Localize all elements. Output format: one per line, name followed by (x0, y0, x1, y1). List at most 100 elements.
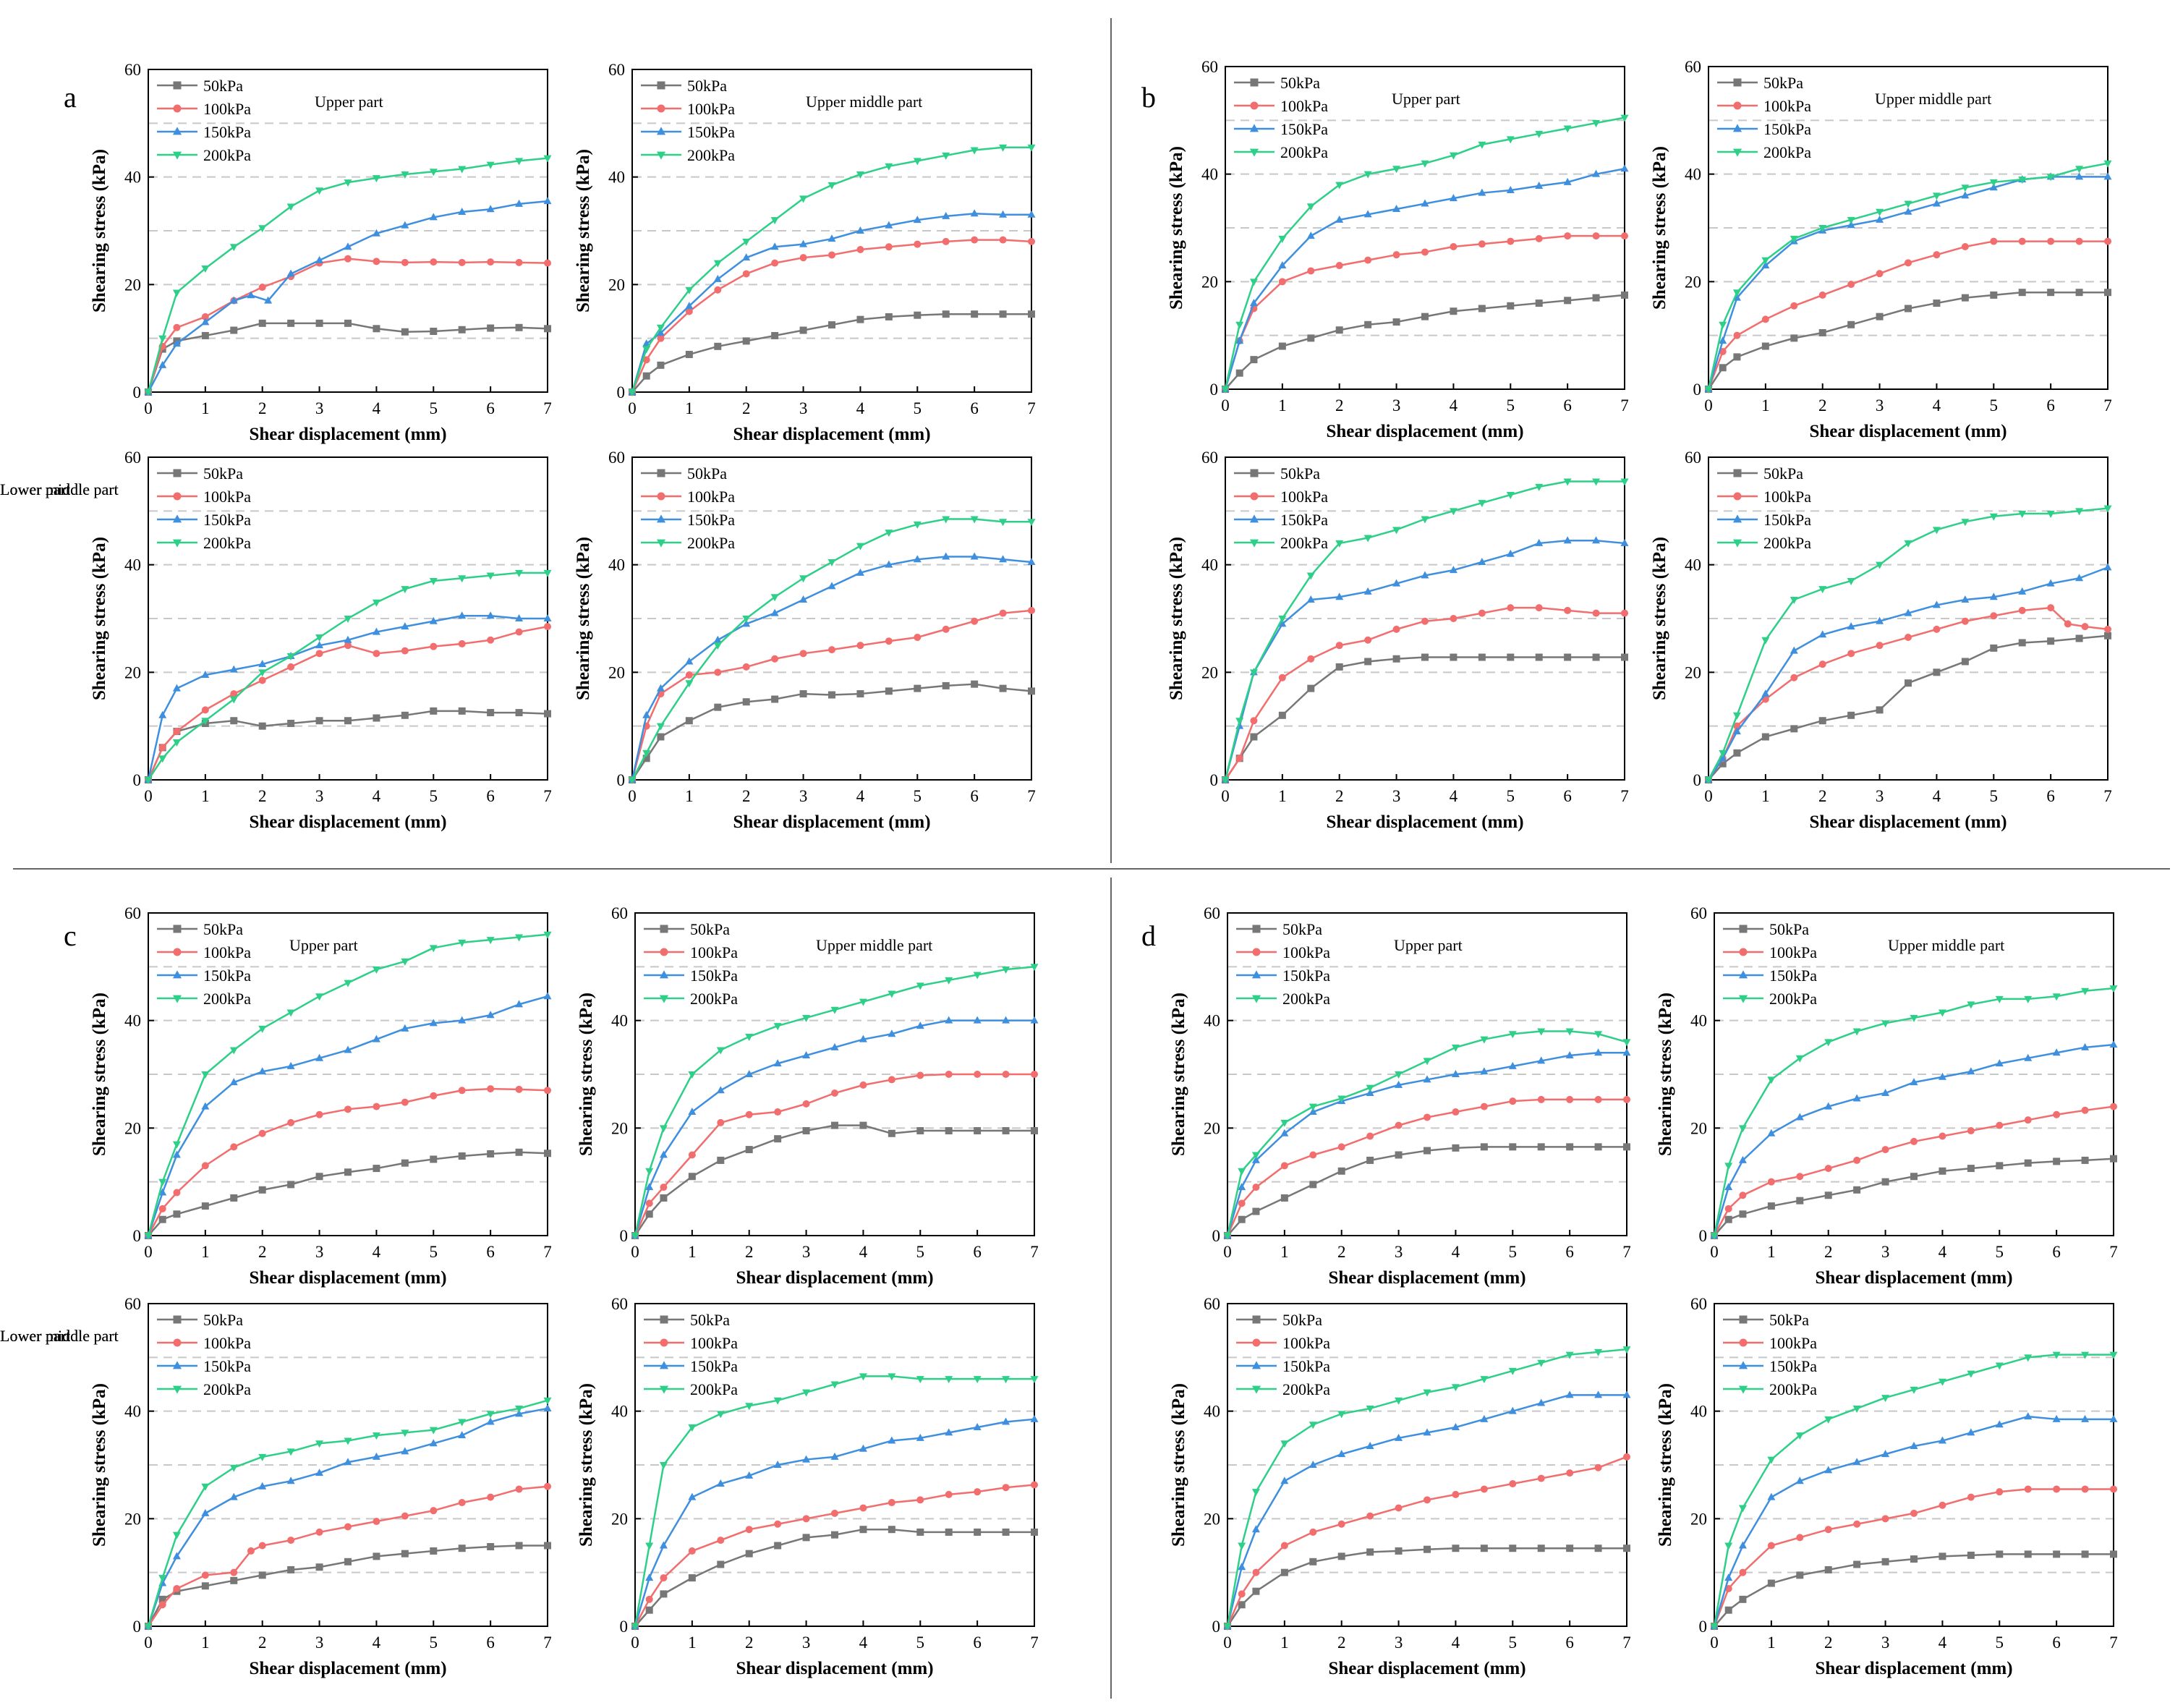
data-point-100kPa (1876, 270, 1884, 278)
data-point-200kPa (859, 998, 867, 1006)
legend-label: 50kPa (690, 1311, 730, 1329)
x-tick-label: 4 (1450, 787, 1458, 805)
legend-label: 150kPa (690, 966, 738, 985)
data-point-200kPa (258, 225, 267, 233)
data-point-50kPa (1790, 334, 1798, 342)
legend-label: 150kPa (1763, 120, 1811, 138)
data-point-100kPa (856, 246, 864, 254)
data-point-100kPa (173, 1584, 181, 1592)
data-point-200kPa (2018, 177, 2027, 184)
data-point-200kPa (344, 1437, 352, 1445)
data-point-50kPa (1509, 1143, 1517, 1151)
data-point-150kPa (1876, 215, 1884, 223)
data-point-100kPa (1996, 1121, 2004, 1129)
data-point-100kPa (1028, 606, 1035, 614)
y-tick-label: 40 (124, 169, 141, 187)
x-tick-label: 4 (1452, 1633, 1460, 1652)
data-point-150kPa (688, 1492, 697, 1500)
series-line-150kPa (634, 1019, 1034, 1236)
subplot-title: Upper middle part (1875, 90, 1991, 108)
data-point-100kPa (1961, 243, 1969, 251)
data-point-100kPa (2081, 623, 2089, 631)
data-point-50kPa (1790, 725, 1798, 733)
x-tick-label: 6 (973, 1633, 982, 1652)
data-point-100kPa (1250, 717, 1258, 725)
series-line-150kPa (1224, 539, 1625, 781)
data-point-150kPa (515, 1409, 524, 1417)
series-line-50kPa (1224, 656, 1625, 781)
data-point-100kPa (487, 258, 495, 266)
data-point-50kPa (942, 681, 950, 689)
data-point-200kPa (1508, 1031, 1517, 1039)
x-axis-label: Shear displacement (mm) (1326, 812, 1523, 832)
data-point-150kPa (1881, 1450, 1890, 1458)
legend-marker (1732, 514, 1742, 523)
data-point-100kPa (287, 1537, 295, 1545)
data-point-200kPa (1719, 749, 1727, 757)
data-point-200kPa (1719, 321, 1727, 329)
data-point-50kPa (430, 1547, 438, 1555)
data-point-100kPa (828, 646, 835, 654)
legend-marker (1739, 948, 1748, 956)
data-point-200kPa (631, 1623, 639, 1631)
data-point-100kPa (1939, 1501, 1946, 1509)
legend-label: 200kPa (1280, 534, 1328, 552)
x-tick-label: 4 (856, 399, 865, 417)
data-point-50kPa (401, 1159, 409, 1167)
data-point-150kPa (973, 1422, 982, 1430)
data-point-50kPa (660, 1194, 668, 1202)
data-point-100kPa (799, 650, 807, 658)
data-point-150kPa (1995, 1420, 2004, 1428)
data-point-200kPa (458, 939, 467, 947)
data-point-50kPa (1537, 1143, 1545, 1151)
x-tick-label: 1 (1278, 787, 1287, 805)
series-line-200kPa (1226, 1030, 1627, 1236)
data-point-150kPa (1027, 210, 1036, 218)
legend-label: 200kPa (690, 1380, 738, 1398)
legend-marker (173, 1338, 182, 1347)
data-point-100kPa (515, 628, 523, 636)
data-point-50kPa (373, 1552, 380, 1560)
legend-marker (659, 995, 669, 1003)
data-point-150kPa (458, 1016, 467, 1024)
data-point-100kPa (401, 647, 409, 655)
data-point-100kPa (1307, 267, 1315, 275)
data-point-100kPa (1824, 1526, 1832, 1534)
data-point-200kPa (659, 1125, 668, 1133)
data-point-150kPa (885, 221, 893, 229)
data-point-150kPa (645, 1183, 654, 1191)
data-point-100kPa (1421, 248, 1429, 256)
y-axis-label: Shearing stress (kPa) (1169, 1383, 1188, 1547)
data-point-150kPa (1238, 1183, 1246, 1191)
data-point-150kPa (945, 1428, 953, 1436)
data-point-50kPa (1933, 668, 1941, 676)
data-point-150kPa (286, 269, 295, 277)
data-point-100kPa (1337, 1143, 1345, 1151)
data-point-50kPa (1824, 1191, 1832, 1199)
plot-frame (1708, 66, 2108, 390)
x-tick-label: 7 (1030, 1243, 1039, 1261)
data-point-50kPa (344, 1558, 352, 1565)
data-point-100kPa (1424, 1113, 1431, 1121)
data-point-200kPa (1620, 114, 1629, 122)
x-tick-label: 2 (1824, 1633, 1833, 1652)
data-point-150kPa (888, 1029, 896, 1037)
y-tick-label: 40 (608, 556, 625, 574)
x-tick-label: 7 (1620, 787, 1629, 805)
series-line-200kPa (147, 933, 548, 1236)
data-point-50kPa (458, 1152, 466, 1160)
data-point-100kPa (258, 1542, 266, 1550)
series-line-100kPa (147, 625, 548, 781)
data-point-150kPa (1738, 1541, 1747, 1549)
data-point-50kPa (1480, 1545, 1488, 1552)
data-point-100kPa (2075, 237, 2083, 245)
plot-frame (148, 1303, 548, 1627)
data-point-200kPa (1592, 478, 1601, 486)
data-point-50kPa (1910, 1555, 1918, 1563)
data-point-50kPa (1509, 1545, 1517, 1552)
y-tick-label: 60 (611, 904, 628, 922)
data-point-100kPa (642, 356, 650, 364)
data-point-100kPa (1309, 1151, 1317, 1159)
x-tick-label: 5 (1507, 787, 1515, 805)
